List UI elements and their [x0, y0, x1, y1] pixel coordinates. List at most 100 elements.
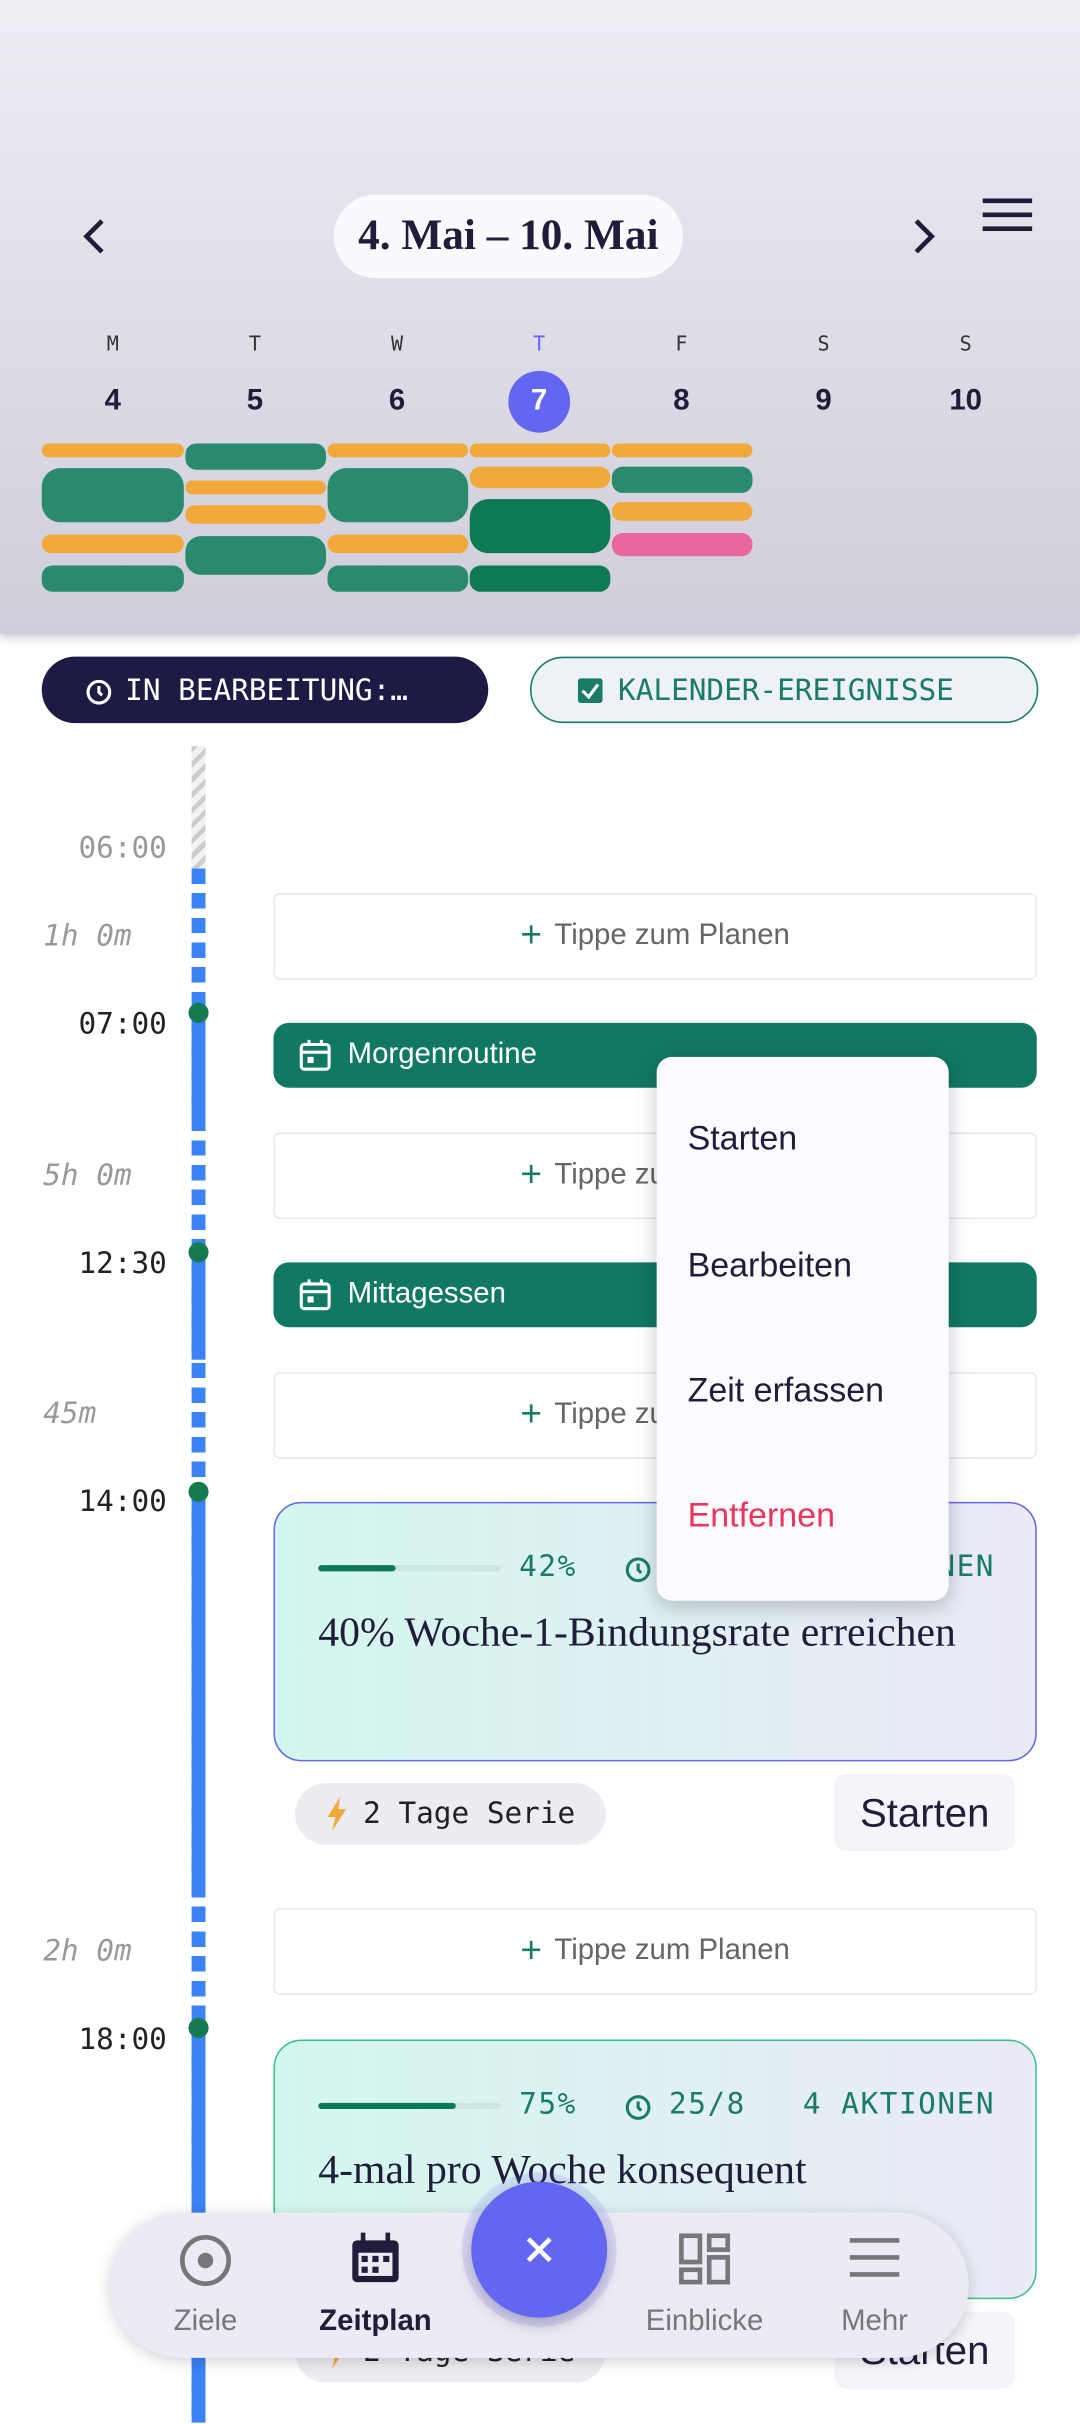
fab-close[interactable]	[471, 2181, 608, 2318]
alarm-label: 25/8	[669, 2087, 746, 2122]
progress-fill	[318, 2102, 456, 2110]
day-number[interactable]: 6	[388, 384, 406, 418]
day-letter: W	[391, 333, 404, 357]
duration-label: 45m	[43, 1396, 97, 1431]
nav-item[interactable]: Mehr	[841, 2305, 908, 2338]
day-letter: T	[248, 333, 261, 357]
alarm-icon	[625, 1557, 651, 1583]
duration-label: 1h 0m	[43, 919, 132, 954]
slot-label: Tippe zum Planen	[554, 919, 790, 952]
bolt-icon	[327, 1796, 347, 1831]
calendar-icon	[299, 1039, 331, 1071]
rail-past	[191, 746, 206, 869]
cal-block	[41, 443, 184, 458]
day-number[interactable]: 8	[673, 384, 690, 418]
day-number[interactable]: 4	[104, 384, 121, 418]
progress-label: 42%	[519, 1549, 577, 1584]
chip-label: IN BEARBEITUNG:…	[125, 672, 408, 707]
menu-item[interactable]: Zeit erfassen	[687, 1370, 885, 1410]
cal-block	[611, 466, 753, 493]
cal-block	[185, 443, 327, 470]
time-label: 06:00	[78, 831, 167, 866]
cal-block	[41, 565, 184, 592]
rail-solid	[191, 1491, 206, 1896]
rail-solid	[191, 1251, 206, 1360]
cal-block	[185, 480, 327, 495]
rail-dot	[188, 1481, 209, 1502]
rail-dot	[188, 1242, 209, 1263]
plan-slot[interactable]: +Tippe zum Planen	[273, 893, 1037, 980]
duration-label: 2h 0m	[43, 1934, 132, 1969]
rail-solid	[191, 1012, 206, 1121]
day-letter: F	[675, 333, 688, 357]
cal-block	[327, 534, 469, 554]
cal-block	[469, 466, 611, 489]
calendar-icon	[299, 1279, 331, 1311]
next-week[interactable]	[904, 216, 941, 256]
time-label: 07:00	[78, 1007, 167, 1042]
nav-icon	[352, 2232, 399, 2283]
goal-title: 4-mal pro Woche konsequent	[318, 2146, 807, 2193]
streak-label: 2 Tage Serie	[363, 1796, 576, 1831]
streak-pill: 2 Tage Serie	[295, 1783, 607, 1845]
close-icon	[526, 2237, 552, 2263]
rail-dot	[188, 1002, 209, 1023]
progress-fill	[318, 1565, 395, 1572]
cal-block	[611, 502, 753, 521]
nav-item[interactable]: Ziele	[173, 2305, 238, 2338]
goal-title: 40% Woche-1-Bindungsrate erreichen	[318, 1608, 956, 1655]
cal-block	[327, 468, 469, 523]
duration-label: 5h 0m	[43, 1158, 132, 1193]
chip-label: KALENDER-EREIGNISSE	[618, 672, 954, 707]
rail-dot	[188, 2017, 209, 2038]
time-label: 12:30	[78, 1246, 167, 1281]
cal-block	[469, 443, 611, 458]
day-letter: M	[106, 333, 119, 357]
alarm-icon	[86, 679, 112, 704]
menu-icon[interactable]	[981, 196, 1034, 236]
prev-week[interactable]	[77, 216, 114, 256]
cal-block	[327, 565, 469, 592]
active-chip[interactable]: IN BEARBEITUNG:…	[41, 656, 489, 724]
cal-block	[327, 443, 469, 458]
progress-label: 75%	[519, 2087, 577, 2122]
cal-block	[469, 565, 611, 592]
menu-item[interactable]: Starten	[687, 1118, 798, 1158]
cal-block	[185, 536, 327, 575]
cal-block	[611, 533, 753, 557]
alarm-icon	[625, 2095, 651, 2120]
day-letter: T	[533, 333, 546, 357]
nav-icon	[679, 2233, 731, 2285]
progress-track	[318, 2102, 501, 2110]
week-title[interactable]: 4. Mai – 10. Mai	[333, 194, 683, 279]
nav-icon	[180, 2234, 231, 2286]
context-menu: Starten Bearbeiten Zeit erfassen Entfern…	[656, 1056, 949, 1601]
calendar-chip[interactable]: KALENDER-EREIGNISSE	[529, 656, 1039, 724]
cal-block	[41, 468, 184, 523]
actions-label: 4 AKTIONEN	[802, 2087, 996, 2122]
event-label: Morgenroutine	[347, 1038, 537, 1071]
day-letter: S	[817, 333, 830, 357]
menu-item[interactable]: Bearbeiten	[687, 1245, 853, 1284]
menu-item[interactable]: Entfernen	[687, 1495, 835, 1535]
cal-block	[41, 534, 184, 554]
nav-item[interactable]: Zeitplan	[319, 2305, 432, 2338]
nav-item[interactable]: Einblicke	[645, 2305, 764, 2338]
day-number[interactable]: 5	[246, 384, 264, 418]
event-label: Mittagessen	[347, 1277, 506, 1311]
nav-icon	[849, 2238, 900, 2277]
day-number[interactable]: 7	[508, 370, 571, 433]
progress-track	[318, 1565, 501, 1572]
day-number[interactable]: 10	[949, 384, 983, 418]
cal-block	[611, 443, 753, 458]
slot-label: Tippe zum Planen	[554, 1934, 790, 1967]
start-button[interactable]: Starten	[834, 1773, 1016, 1852]
day-number[interactable]: 9	[815, 384, 832, 418]
plan-slot[interactable]: +Tippe zum Planen	[273, 1908, 1037, 1995]
cal-block	[469, 499, 611, 554]
check-icon	[577, 677, 603, 703]
day-letter: S	[959, 333, 972, 357]
time-label: 18:00	[78, 2022, 167, 2057]
